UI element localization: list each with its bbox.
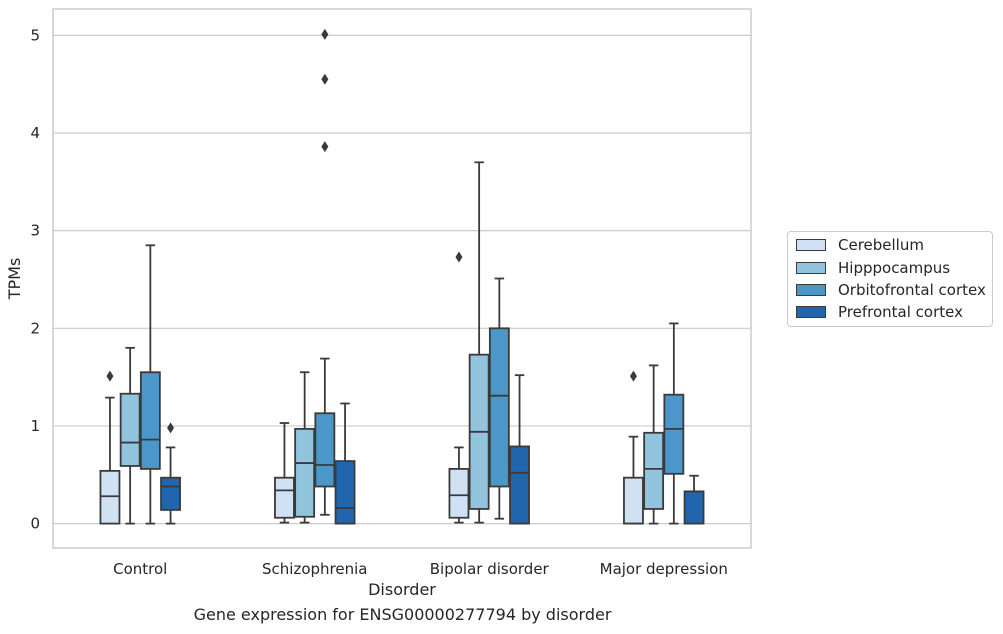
y-tick-label: 4 <box>30 124 40 142</box>
x-tick-label: Bipolar disorder <box>430 560 550 578</box>
box-cerebellum <box>448 251 470 524</box>
box-iqr <box>99 469 121 525</box>
legend-item-orbitofrontal: Orbitofrontal cortex <box>796 280 986 300</box>
x-tick-label: Schizophrenia <box>262 560 367 578</box>
y-tick-label: 3 <box>30 222 40 240</box>
box-iqr <box>509 445 530 525</box>
outlier-point <box>455 251 463 263</box>
box-iqr <box>274 476 295 519</box>
legend-swatch-prefrontal <box>796 306 826 318</box>
y-tick-label: 2 <box>30 319 40 337</box>
y-tick-label: 0 <box>30 515 40 533</box>
box-iqr <box>623 476 644 525</box>
outlier-point <box>321 73 329 85</box>
box-iqr <box>294 427 316 518</box>
legend-label: Orbitofrontal cortex <box>838 281 986 299</box>
outlier-point <box>629 370 637 382</box>
box-orbitofrontal-cortex <box>488 277 510 520</box>
box-iqr <box>119 392 141 467</box>
plot-frame <box>52 8 752 549</box>
box-prefrontal-cortex <box>160 422 181 525</box>
box-prefrontal-cortex <box>683 474 705 525</box>
y-tick-label: 5 <box>30 26 40 44</box>
legend-item-prefrontal: Prefrontal cortex <box>796 302 963 322</box>
x-tick-labels: Control Schizophrenia Bipolar disorder Majo… <box>113 560 728 578</box>
y-tick-label: 1 <box>30 417 40 435</box>
y-tick-labels: 0 1 2 3 4 5 <box>30 26 40 532</box>
box-iqr <box>488 327 510 488</box>
legend: Cerebellum Hipppocampus Orbitofrontal co… <box>787 231 993 327</box>
box-orbitofrontal-cortex <box>139 244 161 525</box>
legend-item-cerebellum: Cerebellum <box>796 235 924 255</box>
legend-label: Cerebellum <box>838 236 924 254</box>
outlier-point <box>321 141 329 153</box>
box-iqr <box>139 371 161 470</box>
box-iqr <box>448 468 470 519</box>
box-hipppocampus <box>119 346 141 525</box>
legend-label: Hipppocampus <box>838 259 951 277</box>
legend-label: Prefrontal cortex <box>838 303 963 321</box>
box-iqr <box>683 490 705 525</box>
box-iqr <box>663 393 685 475</box>
box-cerebellum <box>274 422 295 524</box>
outlier-point <box>106 370 114 382</box>
box-cerebellum <box>623 370 644 525</box>
legend-item-hippocampus: Hipppocampus <box>796 258 950 278</box>
box-iqr <box>334 460 356 525</box>
boxes <box>99 28 705 525</box>
figure-caption: Gene expression for ENSG00000277794 by d… <box>193 605 612 624</box>
legend-swatch-hippocampus <box>796 262 826 274</box>
box-iqr <box>314 412 336 488</box>
box-iqr <box>160 476 181 511</box>
x-tick-label: Control <box>113 560 167 578</box>
legend-swatch-orbitofrontal <box>796 284 826 296</box>
box-hipppocampus <box>643 364 665 525</box>
y-axis-label: TPMs <box>5 258 24 301</box>
outlier-point <box>321 28 329 40</box>
legend-swatch-cerebellum <box>796 239 826 251</box>
outlier-point <box>167 422 175 434</box>
box-hipppocampus <box>294 371 316 524</box>
box-orbitofrontal-cortex <box>314 28 336 516</box>
x-axis-label: Disorder <box>368 580 436 599</box>
box-prefrontal-cortex <box>334 402 356 525</box>
x-tick-label: Major depression <box>600 560 728 578</box>
box-iqr <box>643 431 665 510</box>
box-hipppocampus <box>468 161 490 524</box>
box-prefrontal-cortex <box>509 374 530 525</box>
box-orbitofrontal-cortex <box>663 322 685 525</box>
box-cerebellum <box>99 370 121 525</box>
